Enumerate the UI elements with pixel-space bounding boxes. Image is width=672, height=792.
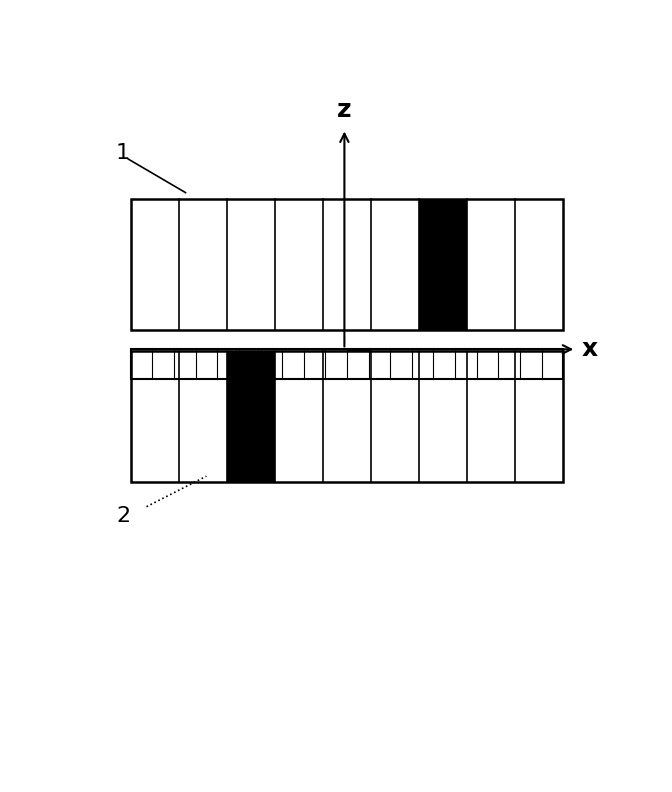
Bar <box>455 349 476 379</box>
Bar <box>325 349 347 379</box>
Bar <box>227 351 275 482</box>
Bar <box>131 199 179 329</box>
Bar <box>412 349 433 379</box>
Bar <box>131 199 563 329</box>
Bar <box>179 199 227 329</box>
Bar <box>227 199 275 329</box>
Bar <box>520 349 542 379</box>
Bar <box>323 351 371 482</box>
Bar <box>282 349 304 379</box>
Text: z: z <box>337 98 351 123</box>
Text: x: x <box>581 337 597 361</box>
Bar <box>515 351 563 482</box>
Text: 1: 1 <box>116 143 130 163</box>
Bar <box>433 349 455 379</box>
Bar <box>371 351 419 482</box>
Bar <box>304 349 325 379</box>
Bar <box>131 351 179 482</box>
Bar <box>419 351 467 482</box>
Bar <box>174 349 196 379</box>
Bar <box>419 199 467 329</box>
Bar <box>153 349 174 379</box>
Bar <box>275 199 323 329</box>
Bar <box>239 349 261 379</box>
Bar <box>275 351 323 482</box>
Bar <box>371 199 419 329</box>
Bar <box>369 349 390 379</box>
Bar <box>467 351 515 482</box>
Bar <box>131 351 563 482</box>
Bar <box>347 349 369 379</box>
Bar <box>261 349 282 379</box>
Bar <box>217 349 239 379</box>
Text: 2: 2 <box>116 506 130 526</box>
Bar <box>179 351 227 482</box>
Bar <box>131 349 563 379</box>
Bar <box>499 349 520 379</box>
Bar <box>131 349 153 379</box>
Bar <box>323 199 371 329</box>
Bar <box>515 199 563 329</box>
Bar <box>196 349 217 379</box>
Bar <box>390 349 412 379</box>
Bar <box>467 199 515 329</box>
Bar <box>542 349 563 379</box>
Bar <box>476 349 499 379</box>
